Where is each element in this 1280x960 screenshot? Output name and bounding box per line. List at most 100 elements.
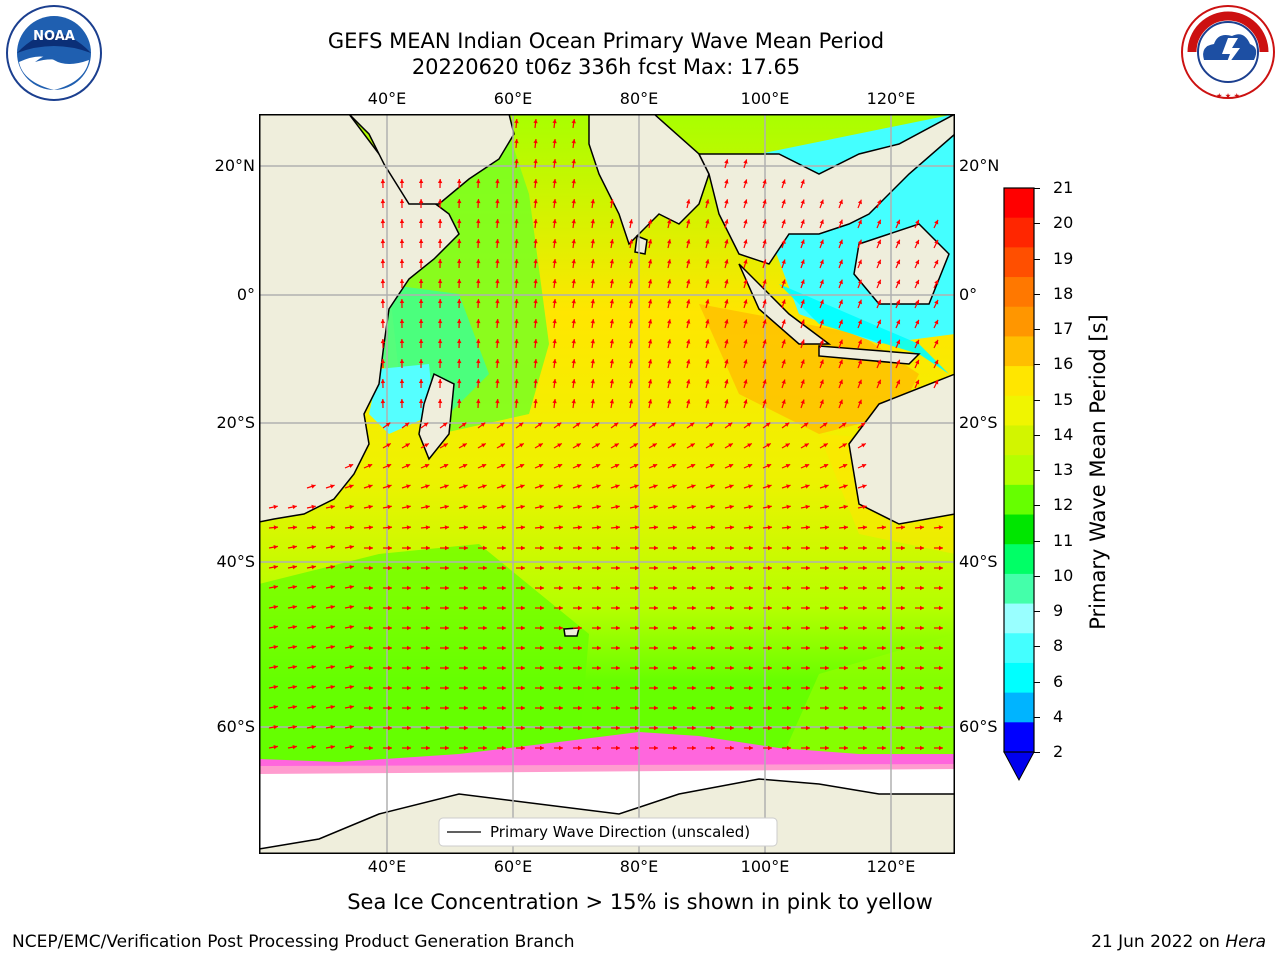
wave-direction-arrowhead (743, 359, 748, 364)
wave-direction-arrowhead (597, 725, 601, 731)
wave-direction-arrowhead (838, 199, 843, 205)
wave-direction-arrowhead (476, 199, 481, 204)
wave-direction-arrowhead (896, 359, 901, 365)
wave-direction-arrowhead (273, 545, 278, 550)
colorbar-tick-label: 18 (1053, 283, 1074, 303)
wave-direction-arrowhead (457, 199, 462, 204)
wave-direction-arrowhead (692, 605, 696, 611)
wave-direction-arrowhead (803, 422, 809, 427)
wave-direction-arrowhead (558, 525, 563, 530)
wave-direction-arrowhead (654, 625, 658, 631)
wave-direction-arrowhead (552, 399, 557, 404)
wave-direction-arrowhead (559, 605, 563, 611)
wave-direction-arrowhead (805, 484, 810, 489)
wave-direction-arrowhead (578, 685, 582, 691)
wave-direction-arrowhead (426, 665, 430, 671)
wave-direction-arrowhead (349, 504, 354, 510)
colorbar-segment (1004, 722, 1034, 753)
wave-direction-arrowhead (521, 585, 525, 591)
wave-direction-arrowhead (418, 279, 424, 283)
wave-direction-arrowhead (609, 219, 614, 224)
wave-direction-arrowhead (388, 725, 392, 731)
colorbar-segment (1004, 633, 1034, 664)
wave-direction-arrowhead (457, 319, 462, 324)
wave-direction-arrowhead (616, 565, 620, 571)
wave-direction-arrowhead (483, 725, 487, 731)
wave-direction-arrowhead (464, 705, 468, 711)
wave-direction-arrowhead (380, 279, 386, 284)
wave-direction-arrowhead (533, 399, 538, 404)
wave-direction-arrowhead (552, 219, 557, 224)
wave-direction-arrowhead (495, 399, 500, 404)
wave-direction-arrowhead (457, 259, 462, 264)
wave-direction-arrowhead (311, 645, 316, 650)
wave-direction-arrowhead (399, 299, 405, 303)
wave-direction-arrowhead (804, 464, 810, 468)
wave-direction-arrowhead (724, 279, 729, 284)
wave-direction-arrowhead (920, 625, 924, 631)
wave-direction-arrowhead (521, 645, 525, 651)
wave-direction-arrowhead (481, 443, 486, 448)
wave-direction-arrowhead (711, 745, 715, 751)
wave-direction-arrowhead (635, 605, 639, 611)
wave-direction-arrowhead (476, 319, 481, 324)
wave-direction-arrowhead (616, 645, 620, 651)
wave-direction-arrowhead (495, 299, 500, 304)
wave-direction-arrowhead (590, 319, 595, 324)
wave-direction-arrowhead (819, 319, 824, 325)
wave-direction-arrowhead (825, 685, 829, 691)
wave-direction-arrowhead (654, 565, 658, 571)
wave-direction-arrowhead (502, 605, 506, 611)
wave-direction-arrowhead (311, 484, 316, 489)
wave-direction-arrowhead (934, 279, 939, 285)
colorbar-tick-mark (1034, 399, 1040, 401)
wave-direction-arrowhead (483, 565, 487, 571)
wave-direction-arrowhead (901, 605, 905, 611)
axis-tick-label: 100°E (740, 857, 790, 876)
wave-direction-arrowhead (857, 339, 862, 345)
wave-direction-arrowhead (705, 299, 710, 304)
wave-direction-arrowhead (483, 585, 487, 591)
wave-direction-arrowhead (426, 685, 430, 691)
wave-direction-arrowhead (768, 705, 772, 711)
colorbar-tick-mark (1034, 434, 1040, 436)
wave-direction-arrowhead (348, 464, 354, 468)
wave-direction-arrowhead (407, 585, 411, 591)
axis-tick-label: 40°S (216, 552, 255, 571)
colorbar-tick-label: 20 (1053, 213, 1074, 233)
wave-direction-arrowhead (273, 665, 278, 670)
wave-direction-arrowhead (915, 359, 920, 365)
wave-direction-arrowhead (806, 685, 810, 691)
wave-direction-arrowhead (882, 665, 886, 671)
wave-direction-arrowhead (939, 625, 943, 631)
wave-direction-arrowhead (609, 279, 614, 284)
wave-direction-arrowhead (647, 239, 653, 244)
wave-direction-arrowhead (781, 239, 786, 244)
wave-direction-arrowhead (800, 319, 805, 324)
wave-direction-arrowhead (616, 625, 620, 631)
wave-direction-arrowhead (705, 239, 710, 244)
wave-direction-arrowhead (369, 725, 373, 731)
wave-direction-arrowhead (825, 645, 829, 651)
wave-direction-arrowhead (806, 745, 810, 751)
wave-direction-arrowhead (540, 605, 544, 611)
wave-direction-arrowhead (882, 585, 886, 591)
wave-direction-arrowhead (838, 219, 843, 225)
wave-direction-arrowhead (896, 299, 901, 305)
wave-direction-arrowhead (749, 645, 753, 651)
wave-direction-arrowhead (578, 625, 582, 631)
wave-direction-arrowhead (311, 504, 316, 510)
wave-direction-arrowhead (673, 745, 677, 751)
wave-direction-arrowhead (407, 705, 411, 711)
wave-direction-arrowhead (672, 484, 677, 489)
wave-direction-arrowhead (437, 299, 443, 304)
wave-direction-arrowhead (399, 339, 405, 343)
wave-direction-arrowhead (863, 625, 867, 631)
wave-direction-arrowhead (768, 665, 772, 671)
wave-direction-arrowhead (934, 239, 939, 245)
wave-direction-arrowhead (399, 219, 405, 223)
wave-direction-arrowhead (800, 239, 805, 244)
wave-direction-arrowhead (863, 745, 867, 751)
wave-direction-arrowhead (437, 399, 443, 404)
wave-direction-arrowhead (483, 645, 487, 651)
